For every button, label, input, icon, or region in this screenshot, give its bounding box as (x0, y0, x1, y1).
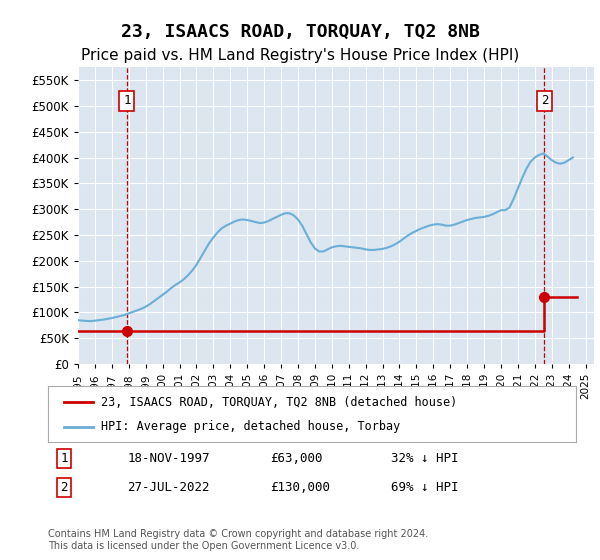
Text: 1: 1 (123, 94, 131, 108)
Text: 32% ↓ HPI: 32% ↓ HPI (391, 452, 459, 465)
Text: HPI: Average price, detached house, Torbay: HPI: Average price, detached house, Torb… (101, 420, 400, 433)
Text: £63,000: £63,000 (270, 452, 322, 465)
Text: 2: 2 (60, 481, 68, 494)
Text: 1: 1 (60, 452, 68, 465)
Text: 27-JUL-2022: 27-JUL-2022 (127, 481, 210, 494)
Text: 2: 2 (541, 94, 548, 108)
Text: £130,000: £130,000 (270, 481, 330, 494)
Text: 23, ISAACS ROAD, TORQUAY, TQ2 8NB: 23, ISAACS ROAD, TORQUAY, TQ2 8NB (121, 22, 479, 40)
Text: Contains HM Land Registry data © Crown copyright and database right 2024.
This d: Contains HM Land Registry data © Crown c… (48, 529, 428, 551)
Text: Price paid vs. HM Land Registry's House Price Index (HPI): Price paid vs. HM Land Registry's House … (81, 48, 519, 63)
Text: 18-NOV-1997: 18-NOV-1997 (127, 452, 210, 465)
Text: 69% ↓ HPI: 69% ↓ HPI (391, 481, 459, 494)
Text: 23, ISAACS ROAD, TORQUAY, TQ2 8NB (detached house): 23, ISAACS ROAD, TORQUAY, TQ2 8NB (detac… (101, 395, 457, 409)
